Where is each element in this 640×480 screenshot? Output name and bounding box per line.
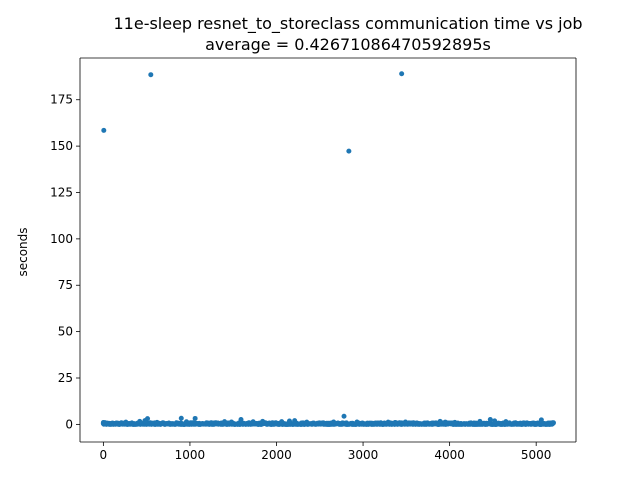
- outlier-point: [399, 71, 405, 77]
- elevated-point: [260, 418, 266, 424]
- chart-title: 11e-sleep resnet_to_storeclass communica…: [113, 14, 582, 34]
- chart-subtitle: average = 0.42671086470592895s: [205, 35, 491, 54]
- x-tick-label: 5000: [521, 448, 552, 462]
- x-tick-label: 4000: [434, 448, 465, 462]
- baseline-point: [550, 420, 556, 426]
- elevated-point: [437, 418, 443, 424]
- elevated-point: [238, 417, 244, 423]
- axes-layer: 0 1000 2000 3000 4000 5000 0 25 50 75 100 125 150 175: [50, 57, 577, 462]
- elevated-point: [452, 419, 458, 425]
- elevated-point: [178, 415, 184, 421]
- elevated-point: [292, 418, 298, 424]
- y-tick-label: 125: [50, 185, 73, 199]
- elevated-point: [331, 419, 337, 425]
- x-tick-label: 3000: [348, 448, 379, 462]
- outlier-point: [101, 127, 107, 133]
- elevated-point: [286, 418, 292, 424]
- elevated-point: [250, 419, 256, 425]
- outlier-point: [148, 72, 154, 78]
- elevated-point: [154, 419, 160, 425]
- outlier-point: [346, 148, 352, 154]
- elevated-point: [102, 420, 108, 426]
- x-tick-label: 2000: [261, 448, 292, 462]
- elevated-point: [304, 419, 310, 425]
- elevated-point: [192, 415, 198, 421]
- elevated-point: [354, 419, 360, 425]
- elevated-point: [487, 417, 493, 423]
- y-tick-label: 25: [58, 371, 73, 385]
- elevated-point: [137, 418, 143, 424]
- elevated-point: [123, 419, 129, 425]
- y-axis-label: seconds: [16, 227, 30, 276]
- elevated-point: [392, 420, 398, 426]
- elevated-point: [538, 417, 544, 423]
- elevated-point: [385, 419, 391, 425]
- elevated-point: [341, 413, 347, 419]
- elevated-point: [279, 419, 285, 425]
- y-tick-label: 0: [65, 417, 73, 431]
- points-layer: [100, 71, 556, 427]
- elevated-point: [402, 419, 408, 425]
- y-tick-label: 50: [58, 325, 73, 339]
- elevated-point: [183, 419, 189, 425]
- elevated-point: [145, 416, 151, 422]
- x-tick-label: 1000: [175, 448, 206, 462]
- y-tick-label: 175: [50, 93, 73, 107]
- x-tick-label: 0: [100, 448, 108, 462]
- y-tick-label: 75: [58, 278, 73, 292]
- elevated-point: [442, 419, 448, 425]
- y-tick-label: 150: [50, 139, 73, 153]
- elevated-point: [228, 419, 234, 425]
- y-tick-label: 100: [50, 232, 73, 246]
- elevated-point: [477, 418, 483, 424]
- elevated-point: [503, 419, 509, 425]
- elevated-point: [492, 418, 498, 424]
- elevated-point: [222, 419, 228, 425]
